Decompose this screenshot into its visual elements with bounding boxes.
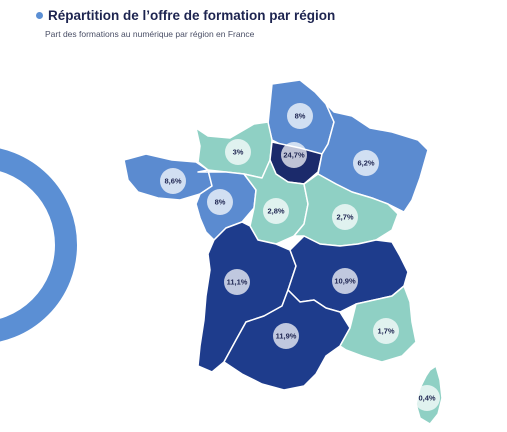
value-ile-de-france: 24,7%: [283, 151, 305, 160]
label-occitanie: 11,9%: [273, 323, 299, 349]
label-nouvelle-aquitaine: 11,1%: [224, 269, 250, 295]
page-subtitle: Part des formations au numérique par rég…: [45, 29, 255, 39]
value-bourgogne-franche-comte: 2,7%: [336, 213, 353, 222]
label-normandie: 3%: [225, 139, 251, 165]
label-provence-alpes-cote-dazur: 1,7%: [373, 318, 399, 344]
value-bretagne: 8,6%: [164, 177, 181, 186]
label-centre-val-de-loire: 2,8%: [263, 198, 289, 224]
value-corse: 0,4%: [418, 394, 435, 403]
value-centre-val-de-loire: 2,8%: [267, 207, 284, 216]
value-nouvelle-aquitaine: 11,1%: [227, 278, 248, 287]
label-bretagne: 8,6%: [160, 168, 186, 194]
label-bourgogne-franche-comte: 2,7%: [332, 204, 358, 230]
title-row: Répartition de l’offre de formation par …: [36, 8, 335, 23]
label-corse: 0,4%: [414, 385, 440, 411]
label-auvergne-rhone-alpes: 10,9%: [332, 268, 358, 294]
label-ile-de-france: 24,7%: [281, 142, 307, 168]
decorative-ring: [0, 148, 77, 342]
value-grand-est: 6,2%: [357, 159, 374, 168]
page-title: Répartition de l’offre de formation par …: [48, 8, 336, 23]
label-hauts-de-france: 8%: [287, 103, 313, 129]
value-auvergne-rhone-alpes: 10,9%: [334, 277, 356, 286]
bullet-icon: [36, 12, 43, 19]
label-grand-est: 6,2%: [353, 150, 379, 176]
label-pays-de-la-loire: 8%: [207, 189, 233, 215]
value-occitanie: 11,9%: [276, 332, 297, 341]
value-normandie: 3%: [233, 148, 244, 157]
value-hauts-de-france: 8%: [295, 112, 306, 121]
value-provence-alpes-cote-dazur: 1,7%: [377, 327, 394, 336]
value-pays-de-la-loire: 8%: [215, 198, 226, 207]
